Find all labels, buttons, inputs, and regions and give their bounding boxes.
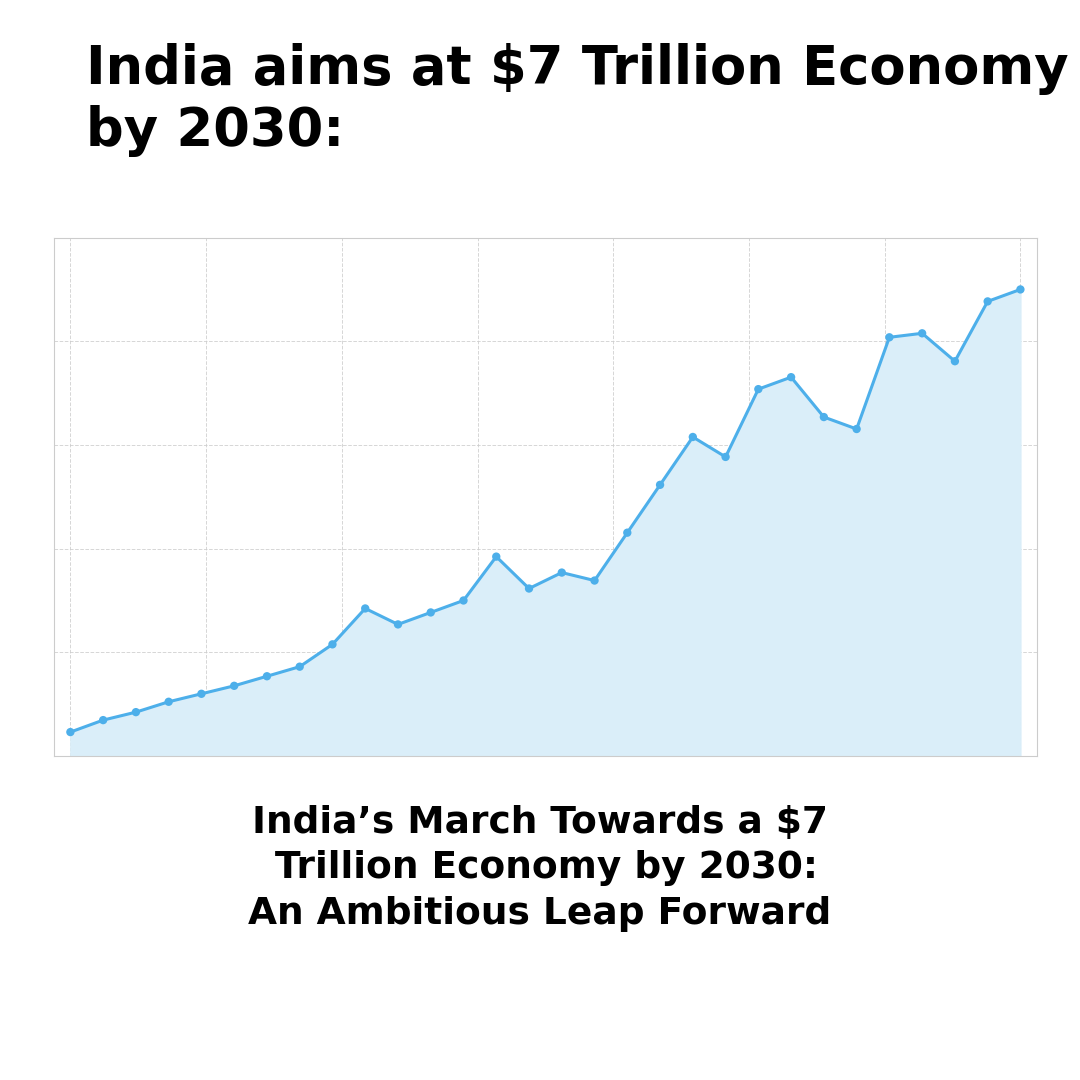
Point xyxy=(946,352,963,369)
Point xyxy=(422,604,440,621)
Point xyxy=(914,325,931,342)
Point xyxy=(848,420,865,437)
Point xyxy=(553,564,570,581)
Point xyxy=(356,599,374,617)
Point xyxy=(619,524,636,541)
Point xyxy=(685,429,702,446)
Point xyxy=(717,448,734,465)
Point xyxy=(258,667,275,685)
Point xyxy=(488,548,505,565)
Point xyxy=(95,712,112,729)
Point xyxy=(750,380,767,397)
Text: India aims at $7 Trillion Economy
by 2030:: India aims at $7 Trillion Economy by 203… xyxy=(86,43,1069,158)
Point xyxy=(226,677,243,694)
Text: India’s March Towards a $7
 Trillion Economy by 2030:
An Ambitious Leap Forward: India’s March Towards a $7 Trillion Econ… xyxy=(248,805,832,932)
Point xyxy=(815,408,833,426)
Point xyxy=(651,476,669,494)
Point xyxy=(521,580,538,597)
Point xyxy=(783,368,800,386)
Point xyxy=(292,658,309,675)
Point xyxy=(127,703,145,720)
Point xyxy=(586,572,604,590)
Point xyxy=(62,724,79,741)
Point xyxy=(1012,281,1029,298)
Point xyxy=(881,328,899,346)
Point xyxy=(324,636,341,653)
Point xyxy=(160,693,177,711)
Point xyxy=(980,293,997,310)
Point xyxy=(390,616,407,633)
Point xyxy=(193,685,211,702)
Point xyxy=(455,592,472,609)
